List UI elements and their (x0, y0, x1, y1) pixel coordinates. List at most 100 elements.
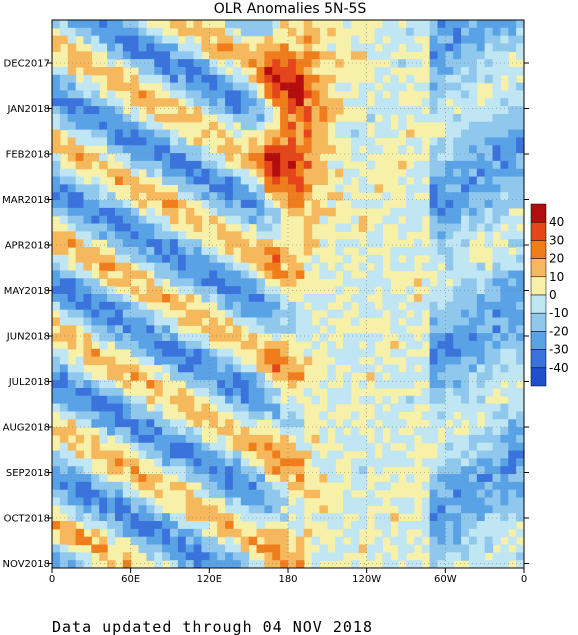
anomaly-cell (492, 309, 501, 319)
anomaly-cell (264, 160, 273, 170)
anomaly-cell (516, 215, 524, 225)
anomaly-cell (240, 536, 250, 546)
anomaly-cell (217, 153, 226, 162)
anomaly-cell (350, 356, 360, 366)
anomaly-cell (217, 442, 226, 452)
anomaly-cell (476, 59, 486, 68)
anomaly-cell (59, 474, 69, 483)
anomaly-cell (162, 419, 171, 428)
anomaly-cell (201, 387, 210, 397)
anomaly-cell (248, 325, 258, 334)
anomaly-cell (138, 356, 147, 366)
anomaly-cell (225, 231, 234, 240)
anomaly-cell (468, 528, 478, 538)
anomaly-cell (154, 372, 163, 381)
anomaly-cell (358, 121, 368, 131)
anomaly-cell (413, 536, 423, 546)
anomaly-cell (476, 270, 486, 279)
anomaly-cell (295, 513, 305, 522)
anomaly-cell (154, 552, 163, 561)
anomaly-cell (201, 333, 210, 342)
anomaly-cell (437, 153, 446, 162)
anomaly-cell (248, 82, 258, 92)
anomaly-cell (508, 223, 517, 232)
anomaly-cell (280, 528, 289, 538)
anomaly-cell (398, 395, 407, 405)
anomaly-cell (461, 145, 470, 154)
anomaly-cell (358, 278, 368, 287)
anomaly-cell (382, 66, 391, 76)
anomaly-cell (209, 74, 218, 84)
anomaly-cell (476, 356, 486, 366)
anomaly-cell (319, 294, 328, 303)
anomaly-cell (437, 333, 446, 342)
anomaly-cell (272, 387, 281, 397)
anomaly-cell (421, 481, 431, 491)
anomaly-cell (445, 176, 454, 185)
anomaly-cell (358, 184, 368, 193)
anomaly-cell (484, 98, 494, 107)
anomaly-cell (185, 333, 195, 342)
anomaly-cell (280, 434, 289, 444)
anomaly-cell (500, 59, 509, 68)
anomaly-cell (256, 43, 265, 52)
anomaly-cell (240, 372, 250, 381)
anomaly-cell (272, 294, 281, 303)
anomaly-cell (185, 380, 195, 389)
anomaly-cell (445, 121, 454, 131)
anomaly-cell (177, 474, 187, 483)
grid-lines (52, 20, 524, 568)
anomaly-cell (335, 129, 344, 139)
anomaly-cell (421, 513, 431, 522)
anomaly-cell (75, 380, 85, 389)
anomaly-cell (146, 497, 155, 506)
anomaly-cell (484, 309, 494, 319)
anomaly-cell (461, 121, 470, 131)
anomaly-cell (162, 207, 171, 217)
anomaly-cell (138, 223, 147, 232)
anomaly-cell (177, 317, 187, 326)
anomaly-cell (468, 286, 478, 295)
x-tick-label: 120E (197, 574, 222, 585)
anomaly-cell (272, 66, 281, 76)
anomaly-cell (146, 442, 155, 452)
anomaly-cell (225, 153, 234, 162)
anomaly-cell (256, 223, 265, 232)
anomaly-cell (122, 160, 132, 170)
anomaly-cell (508, 419, 517, 428)
anomaly-cell (225, 372, 234, 381)
anomaly-cell (484, 544, 494, 553)
anomaly-cell (107, 403, 116, 413)
anomaly-cell (209, 27, 218, 37)
anomaly-cell (162, 51, 171, 60)
anomaly-cell (492, 442, 501, 452)
anomaly-cell (476, 450, 486, 459)
anomaly-cell (476, 301, 486, 311)
anomaly-cell (468, 82, 478, 92)
anomaly-cell (146, 348, 155, 358)
anomaly-cell (240, 403, 250, 413)
anomaly-cell (138, 35, 147, 45)
anomaly-cell (476, 35, 486, 45)
anomaly-cell (146, 98, 155, 107)
anomaly-cell (170, 560, 179, 568)
anomaly-cell (177, 536, 187, 546)
anomaly-cell (217, 380, 226, 389)
plot-area (51, 19, 525, 569)
anomaly-cell (217, 98, 226, 107)
anomaly-cell (170, 419, 179, 428)
anomaly-cell (185, 348, 195, 358)
anomaly-cell (358, 43, 368, 52)
anomaly-cell (138, 74, 147, 84)
anomaly-cell (437, 278, 446, 287)
anomaly-cell (516, 544, 524, 553)
anomaly-cell (99, 215, 108, 225)
anomaly-cell (264, 200, 273, 209)
anomaly-cell (508, 356, 517, 366)
anomaly-cell (232, 505, 242, 514)
anomaly-cell (476, 309, 486, 319)
anomaly-cell (256, 121, 265, 131)
anomaly-cell (67, 340, 77, 350)
anomaly-cell (484, 419, 494, 428)
anomaly-cell (476, 286, 486, 295)
